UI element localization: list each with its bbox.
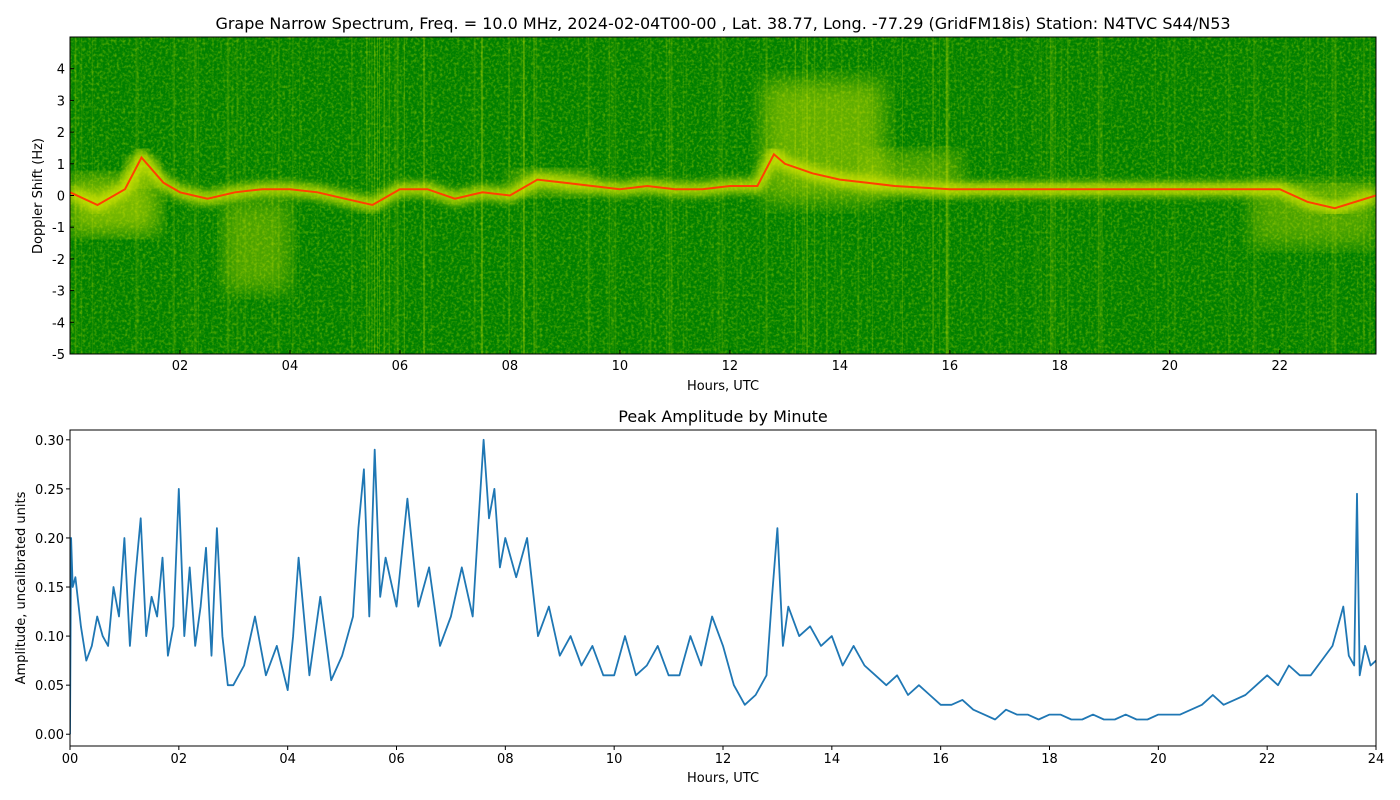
x-tick-label: 02 [172,359,189,374]
x-tick-label: 04 [282,359,299,374]
spectrogram-streak [665,37,668,354]
spectrogram-streak [366,37,368,354]
spectrogram-streak [159,37,161,354]
x-tick-label: 00 [62,752,79,767]
spectrogram-x-label: Hours, UTC [687,379,759,394]
spectrogram-streak [658,37,660,354]
x-tick-label: 10 [612,359,629,374]
amplitude-plot-background [70,430,1376,746]
y-tick-label: 3 [57,94,65,109]
x-tick-label: 24 [1368,752,1385,767]
y-tick-label: 0.00 [35,728,64,743]
doppler-trace [70,152,1376,210]
y-tick-label: 0.20 [35,532,64,547]
y-tick-label: 2 [57,126,65,141]
y-tick-label: -1 [52,221,65,236]
spectrogram-streak [710,37,712,354]
spectrogram-streak [374,37,376,354]
amplitude-x-label: Hours, UTC [687,771,759,786]
spectrogram-spread-regions [70,81,1376,291]
spectrogram-streak [715,37,716,354]
x-tick-label: 20 [1162,359,1179,374]
spectrogram-streak [721,37,724,354]
spectrogram-streak [724,37,726,354]
x-tick-label: 12 [715,752,732,767]
spectrogram-streak [718,37,720,354]
x-tick-label: 08 [497,752,514,767]
spectrogram-streak [717,37,720,354]
x-tick-label: 14 [824,752,841,767]
spectrogram-streak [645,37,647,354]
y-tick-label: 0.05 [35,679,64,694]
spectrogram-streak [610,37,613,354]
x-tick-label: 18 [1052,359,1069,374]
x-tick-label: 12 [722,359,739,374]
spectrogram-streak [370,37,373,354]
spectrogram-panel: Grape Narrow Spectrum, Freq. = 10.0 MHz,… [31,14,1377,394]
x-tick-label: 16 [942,359,959,374]
spectrogram-x-axis: 02 04 06 08 10 12 14 16 18 20 22 [172,350,1288,374]
y-tick-label: 0.15 [35,581,64,596]
x-tick-label: 18 [1041,752,1058,767]
spectrogram-streak [608,37,610,354]
y-tick-label: -5 [52,348,65,363]
x-tick-label: 14 [832,359,849,374]
x-tick-label: 22 [1271,359,1288,374]
amplitude-title: Peak Amplitude by Minute [618,407,828,426]
spectrogram-streak [719,37,721,354]
spectrogram-plot-area [70,37,1376,354]
y-tick-label: 0.10 [35,630,64,645]
x-tick-label: 20 [1150,752,1167,767]
spectrogram-streak [759,37,760,354]
x-tick-label: 06 [392,359,409,374]
spectrogram-streak [649,37,652,354]
y-tick-label: -4 [52,316,65,331]
spectrogram-streak [735,37,738,354]
spectrogram-streak [713,37,715,354]
amplitude-panel: Peak Amplitude by Minute 00 02 04 06 08 10 12 1… [14,407,1384,786]
y-tick-label: -3 [52,285,65,300]
spectrogram-streak [368,37,370,354]
x-tick-label: 06 [388,752,405,767]
x-tick-label: 10 [606,752,623,767]
amplitude-y-axis: 0.00 0.05 0.10 0.15 0.20 0.25 0.30 [35,434,70,743]
spectrogram-spread [223,201,290,291]
y-tick-label: 0 [57,190,65,205]
spectrogram-title: Grape Narrow Spectrum, Freq. = 10.0 MHz,… [215,14,1230,33]
x-tick-label: 16 [932,752,949,767]
y-tick-label: 0.25 [35,483,64,498]
y-tick-label: 4 [57,63,65,78]
x-tick-label: 08 [502,359,519,374]
x-tick-label: 04 [279,752,296,767]
y-tick-label: -2 [52,253,65,268]
spectrogram-y-label: Doppler Shift (Hz) [31,138,46,254]
y-tick-label: 0.30 [35,434,64,449]
spectrogram-streak [644,37,646,354]
x-tick-label: 22 [1259,752,1276,767]
spectrogram-streak [608,37,611,354]
amplitude-x-axis: 00 02 04 06 08 10 12 14 16 18 20 22 24 [62,746,1385,767]
amplitude-y-label: Amplitude, uncalibrated units [14,491,29,684]
spectrogram-y-axis: -5 -4 -3 -2 -1 0 1 2 3 4 [52,63,74,363]
y-tick-label: 1 [57,158,65,173]
x-tick-label: 02 [171,752,188,767]
spectrogram-streak [606,37,609,354]
amplitude-line [70,438,1376,735]
